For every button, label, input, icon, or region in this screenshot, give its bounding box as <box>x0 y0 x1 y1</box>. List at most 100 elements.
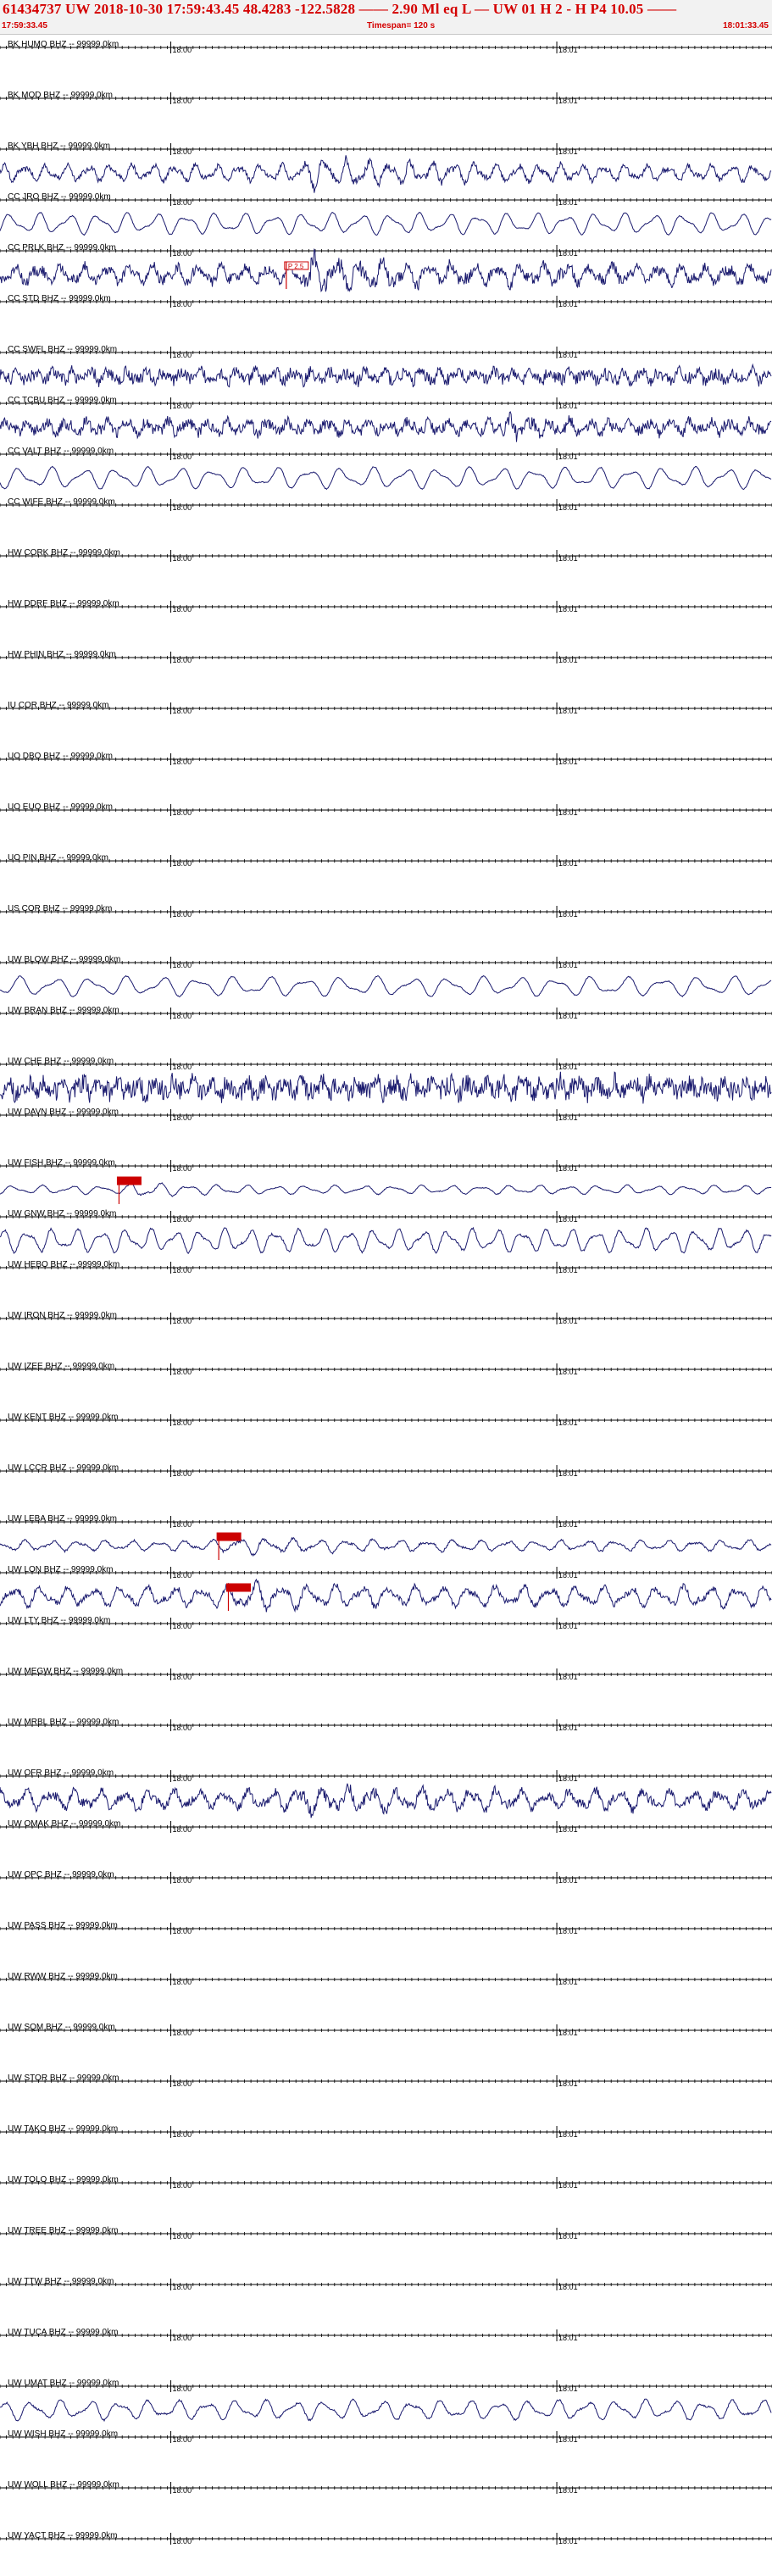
station-label: UW MRBL BHZ -- 99999.0km <box>8 1718 119 1727</box>
station-row: 18:00 18:01 HW DDRF BHZ -- 99999.0km <box>0 599 772 613</box>
time-ticks <box>0 1927 772 1930</box>
time-ticks <box>0 198 772 202</box>
tick-label: 18:00 <box>173 1164 192 1173</box>
station-label: US COR BHZ -- 99999.0km <box>8 904 112 913</box>
tick-label: 18:00 <box>173 46 192 54</box>
waveform-trace <box>0 1536 772 1557</box>
station-label: UW IZEE BHZ -- 99999.0km <box>8 1362 114 1371</box>
station-row: 18:00 18:01 BK YBH BHZ -- 99999.0km <box>0 142 772 193</box>
time-ticks <box>0 402 772 405</box>
tick-label: 18:00 <box>173 1469 192 1478</box>
time-ticks <box>0 147 772 151</box>
station-label: UW LTY BHZ -- 99999.0km <box>8 1616 110 1625</box>
tick-label: 18:00 <box>173 961 192 969</box>
station-row: 18:00 18:01 UW KENT BHZ -- 99999.0km <box>0 1413 772 1427</box>
tick-label: 18:00 <box>173 300 192 308</box>
station-row: 18:00 18:01 UW TREE BHZ -- 99999.0km <box>0 2226 772 2240</box>
station-row: 18:00 18:01 UW LCCR BHZ -- 99999.0km <box>0 1463 772 1478</box>
tick-label: 18:01 <box>558 2384 578 2393</box>
tick-label: 18:00 <box>173 2130 192 2139</box>
tick-label: 18:00 <box>173 2029 192 2037</box>
tick-label: 18:01 <box>558 1469 578 1478</box>
time-ticks <box>0 2232 772 2235</box>
tick-label: 18:01 <box>558 656 578 664</box>
waveform-trace <box>0 1578 772 1613</box>
station-row: 18:00 18:01 UW TTW BHZ -- 99999.0km <box>0 2277 772 2291</box>
station-row: 18:00 18:01 UO EUO BHZ -- 99999.0km <box>0 802 772 817</box>
station-row: 18:00 18:01 UW PASS BHZ -- 99999.0km <box>0 1921 772 1935</box>
tick-label: 18:01 <box>558 1571 578 1579</box>
station-row: 18:00 18:01 CC WIFE BHZ -- 99999.0km <box>0 497 772 512</box>
tick-label: 18:01 <box>558 1266 578 1274</box>
tick-label: 18:01 <box>558 1113 578 1122</box>
tick-label: 18:01 <box>558 1825 578 1834</box>
tick-label: 18:01 <box>558 758 578 766</box>
station-row: 18:00 18:01 BK MOD BHZ -- 99999.0km <box>0 91 772 105</box>
tick-label: 18:01 <box>558 452 578 461</box>
time-ticks <box>0 300 772 303</box>
station-label: IU COR BHZ -- 99999.0km <box>8 701 108 710</box>
station-row: 18:00 18:01 UW OMAK BHZ -- 99999.0km <box>0 1819 772 1834</box>
time-ticks <box>0 1368 772 1371</box>
station-row: 18:00 18:01 UW MEGW BHZ -- 99999.0km <box>0 1667 772 1681</box>
station-row: 18:00 18:01 UW YACT BHZ -- 99999.0km <box>0 2531 772 2545</box>
tick-label: 18:01 <box>558 707 578 715</box>
time-ticks <box>0 1469 772 1473</box>
station-row: 18:00 18:01 UW SQM BHZ -- 99999.0km <box>0 2023 772 2037</box>
time-ticks <box>0 656 772 659</box>
tick-label: 18:00 <box>173 2181 192 2190</box>
time-ticks <box>0 707 772 710</box>
tick-label: 18:00 <box>173 1876 192 1885</box>
event-header: 61434737 UW 2018-10-30 17:59:43.45 48.42… <box>0 0 772 35</box>
tick-label: 18:00 <box>173 1012 192 1020</box>
time-ticks <box>0 1063 772 1066</box>
station-label: UW SQM BHZ -- 99999.0km <box>8 2023 115 2032</box>
time-ticks <box>0 961 772 964</box>
time-ticks <box>0 2283 772 2286</box>
tick-label: 18:01 <box>558 605 578 613</box>
station-row: 18:00 18:01 UW LON BHZ -- 99999.0km <box>0 1565 772 1613</box>
station-row: 18:00 18:01 CC TCBU BHZ -- 99999.0km <box>0 396 772 442</box>
station-row: 18:00 18:01 UW CHE BHZ -- 99999.0km <box>0 1057 772 1104</box>
station-row: 18:00 18:01 UW WISH BHZ -- 99999.0km <box>0 2429 772 2444</box>
time-ticks <box>0 2537 772 2540</box>
station-row: 18:00 18:01 UW BRAN BHZ -- 99999.0km <box>0 1006 772 1020</box>
station-label: UW TREE BHZ -- 99999.0km <box>8 2226 118 2235</box>
station-row: 18:00 18:01 UW GNW BHZ -- 99999.0km <box>0 1209 772 1255</box>
tick-label: 18:01 <box>558 2130 578 2139</box>
phase-pick-marker <box>216 1532 242 1541</box>
station-row: 18:00 18:01 CC JRO BHZ -- 99999.0km <box>0 192 772 236</box>
tick-label: 18:01 <box>558 1978 578 1986</box>
tick-label: 18:01 <box>558 1724 578 1732</box>
time-ticks <box>0 1876 772 1879</box>
tick-label: 18:01 <box>558 503 578 512</box>
station-label: UW FISH BHZ -- 99999.0km <box>8 1158 115 1168</box>
station-row: 18:00 18:01 UW WOLL BHZ -- 99999.0km <box>0 2480 772 2495</box>
time-ticks <box>0 1774 772 1778</box>
tick-label: 18:00 <box>173 351 192 359</box>
station-label: HW PHIN BHZ -- 99999.0km <box>8 650 116 659</box>
time-ticks <box>0 1317 772 1320</box>
time-ticks <box>0 859 772 863</box>
station-label: UW WISH BHZ -- 99999.0km <box>8 2429 118 2439</box>
station-label: UW IRON BHZ -- 99999.0km <box>8 1311 117 1320</box>
waveform-trace <box>0 411 772 442</box>
tick-label: 18:00 <box>173 2384 192 2393</box>
time-ticks <box>0 503 772 507</box>
phase-pick-marker <box>226 1583 252 1592</box>
tick-label: 18:01 <box>558 2029 578 2037</box>
station-label: UO DBO BHZ -- 99999.0km <box>8 752 113 761</box>
tick-label: 18:01 <box>558 1622 578 1630</box>
tick-label: 18:01 <box>558 249 578 258</box>
tick-label: 18:01 <box>558 2334 578 2342</box>
tick-label: 18:01 <box>558 554 578 563</box>
station-label: UW WOLL BHZ -- 99999.0km <box>8 2480 119 2490</box>
station-label: BK HUMO BHZ -- 99999.0km <box>8 40 119 49</box>
waveform-trace <box>0 247 772 292</box>
tick-label: 18:01 <box>558 1368 578 1376</box>
station-label: UW CHE BHZ -- 99999.0km <box>8 1057 114 1066</box>
time-ticks <box>0 1418 772 1422</box>
tick-label: 18:00 <box>173 554 192 563</box>
waveform-trace <box>0 1182 772 1197</box>
waveform-trace <box>0 211 772 236</box>
